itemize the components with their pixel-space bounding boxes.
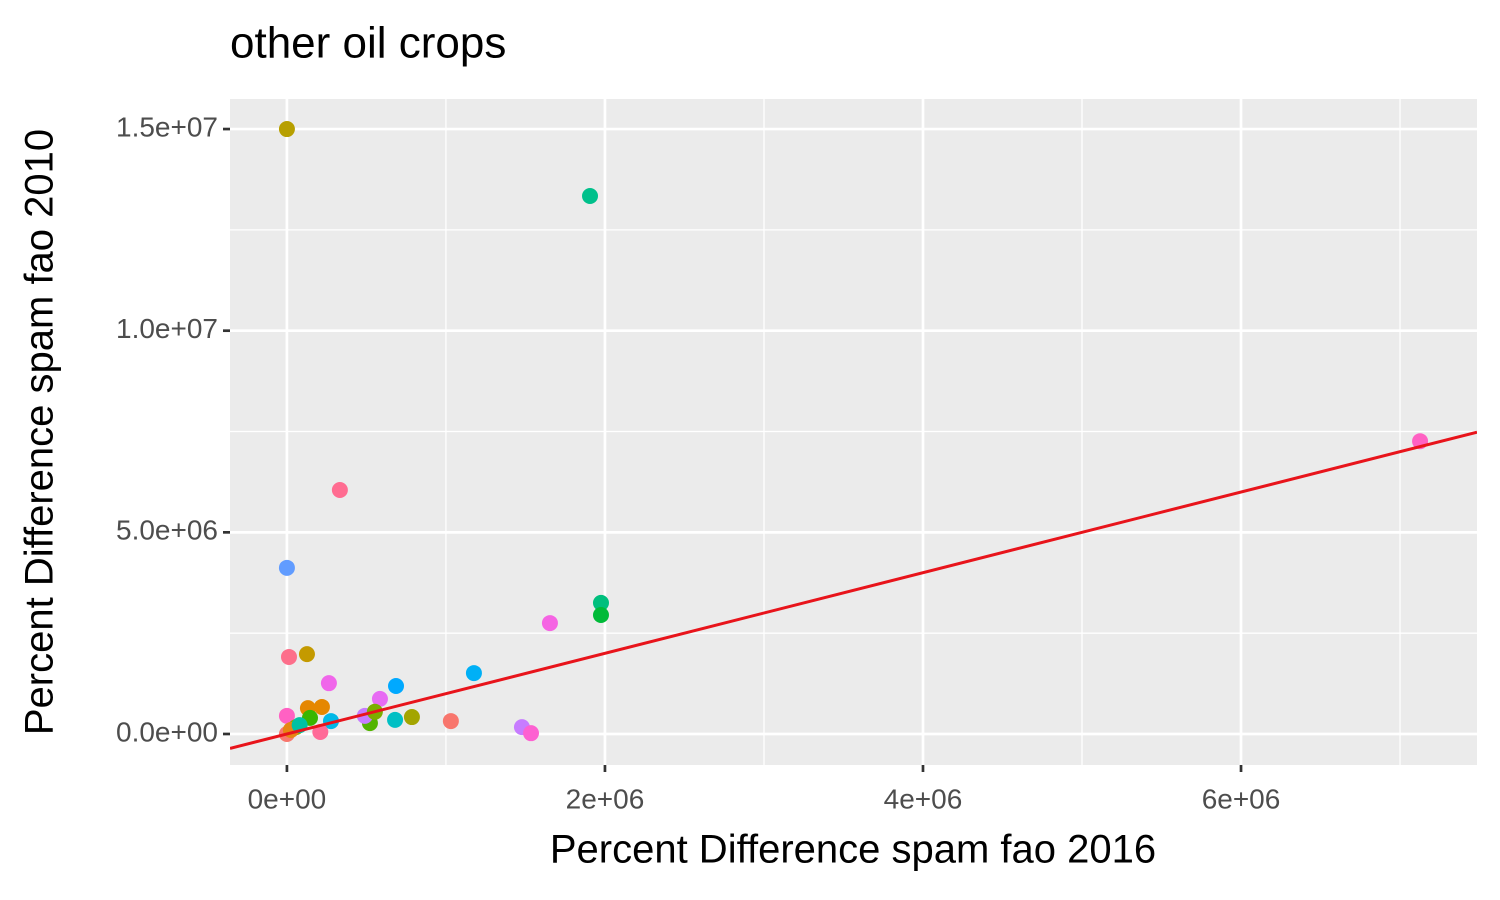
point	[280, 648, 297, 665]
point	[541, 615, 558, 632]
chart-title: other oil crops	[230, 19, 506, 68]
point	[278, 121, 295, 138]
point	[313, 698, 330, 715]
x-tick-label: 4e+06	[884, 783, 963, 814]
marks	[230, 121, 1477, 750]
point	[442, 713, 459, 730]
y-tick-label: 1.0e+07	[116, 313, 218, 344]
x-tick-label: 2e+06	[566, 783, 645, 814]
point	[278, 559, 295, 576]
grid	[230, 99, 1477, 765]
point	[387, 711, 404, 728]
point	[592, 607, 609, 624]
y-axis-title: Percent Difference spam fao 2010	[18, 129, 62, 735]
point	[278, 707, 295, 724]
point	[582, 187, 599, 204]
y-tick-label: 5.0e+06	[116, 515, 218, 546]
y-tick-label: 1.5e+07	[116, 111, 218, 142]
y-tick-label: 0.0e+00	[116, 716, 218, 747]
point	[371, 690, 388, 707]
point	[523, 725, 540, 742]
x-tick-label: 6e+06	[1202, 783, 1281, 814]
x-tick-label: 0e+00	[248, 783, 327, 814]
point	[388, 677, 405, 694]
point	[403, 709, 420, 726]
point	[331, 481, 348, 498]
point	[298, 646, 315, 663]
point	[320, 675, 337, 692]
reference-line	[230, 430, 1477, 750]
point	[465, 665, 482, 682]
point	[592, 594, 609, 611]
axes: 0e+00 2e+06 4e+06 6e+06 0.0e+00 5.0e+06 1.0e+0…	[116, 111, 1280, 814]
x-axis-title: Percent Difference spam fao 2016	[550, 828, 1156, 872]
